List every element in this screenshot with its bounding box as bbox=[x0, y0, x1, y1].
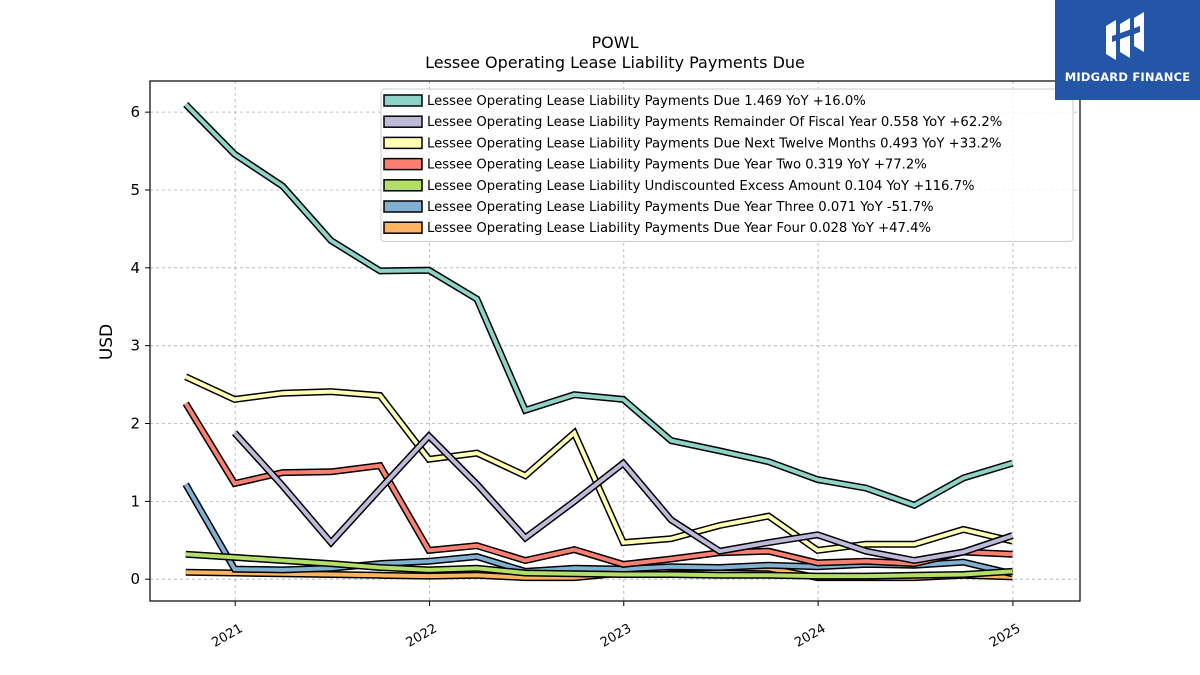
legend-label: Lessee Operating Lease Liability Payment… bbox=[427, 94, 866, 109]
series-line-stroke bbox=[184, 102, 1013, 508]
series-line-stroke bbox=[185, 552, 1013, 579]
legend-label: Lessee Operating Lease Liability Undisco… bbox=[427, 179, 975, 194]
logo-text: MIDGARD FINANCE bbox=[1064, 70, 1191, 84]
chart-title: POWL bbox=[592, 33, 639, 52]
y-tick-label: 5 bbox=[130, 181, 140, 199]
legend-label: Lessee Operating Lease Liability Payment… bbox=[427, 158, 927, 173]
legend-label: Lessee Operating Lease Liability Payment… bbox=[427, 136, 1002, 151]
y-tick-label: 6 bbox=[130, 103, 140, 121]
series-group bbox=[182, 101, 1014, 582]
x-tick-label: 2022 bbox=[404, 621, 440, 651]
series-line bbox=[183, 101, 1014, 510]
series-line bbox=[185, 550, 1013, 580]
legend-swatch bbox=[383, 200, 423, 213]
legend-swatch bbox=[383, 221, 423, 234]
legend-label: Lessee Operating Lease Liability Payment… bbox=[427, 115, 1002, 130]
y-tick-label: 2 bbox=[130, 415, 140, 433]
series-line-stroke bbox=[183, 402, 1013, 567]
series-line-stroke bbox=[233, 431, 1014, 563]
series-line bbox=[182, 401, 1013, 568]
series-line-outline bbox=[184, 373, 1014, 555]
y-tick-label: 3 bbox=[130, 337, 140, 355]
x-tick-label: 2025 bbox=[987, 621, 1023, 651]
legend: Lessee Operating Lease Liability Payment… bbox=[380, 88, 1074, 242]
midgard-logo-icon bbox=[1106, 12, 1144, 60]
brand-logo: MIDGARD FINANCE bbox=[1055, 0, 1200, 100]
series-line-stroke bbox=[184, 374, 1013, 553]
series-line bbox=[184, 373, 1014, 555]
legend-box bbox=[380, 88, 1074, 242]
legend-swatch bbox=[383, 94, 423, 107]
x-tick-label: 2023 bbox=[598, 621, 634, 651]
y-tick-label: 0 bbox=[130, 570, 140, 588]
series-line bbox=[232, 430, 1014, 565]
legend-swatch bbox=[383, 179, 423, 192]
legend-label: Lessee Operating Lease Liability Payment… bbox=[427, 200, 934, 215]
legend-swatch bbox=[383, 136, 423, 150]
x-tick-label: 2024 bbox=[792, 621, 828, 651]
legend-swatch bbox=[383, 157, 423, 171]
legend-label: Lessee Operating Lease Liability Payment… bbox=[427, 221, 931, 236]
legend-swatch bbox=[383, 115, 423, 128]
plot-frame bbox=[149, 80, 1081, 602]
chart-subtitle: Lessee Operating Lease Liability Payment… bbox=[425, 53, 805, 72]
x-tick-label: 2021 bbox=[209, 621, 245, 651]
y-tick-label: 4 bbox=[130, 259, 140, 277]
y-axis-label: USD bbox=[97, 324, 117, 360]
y-tick-label: 1 bbox=[130, 492, 140, 510]
